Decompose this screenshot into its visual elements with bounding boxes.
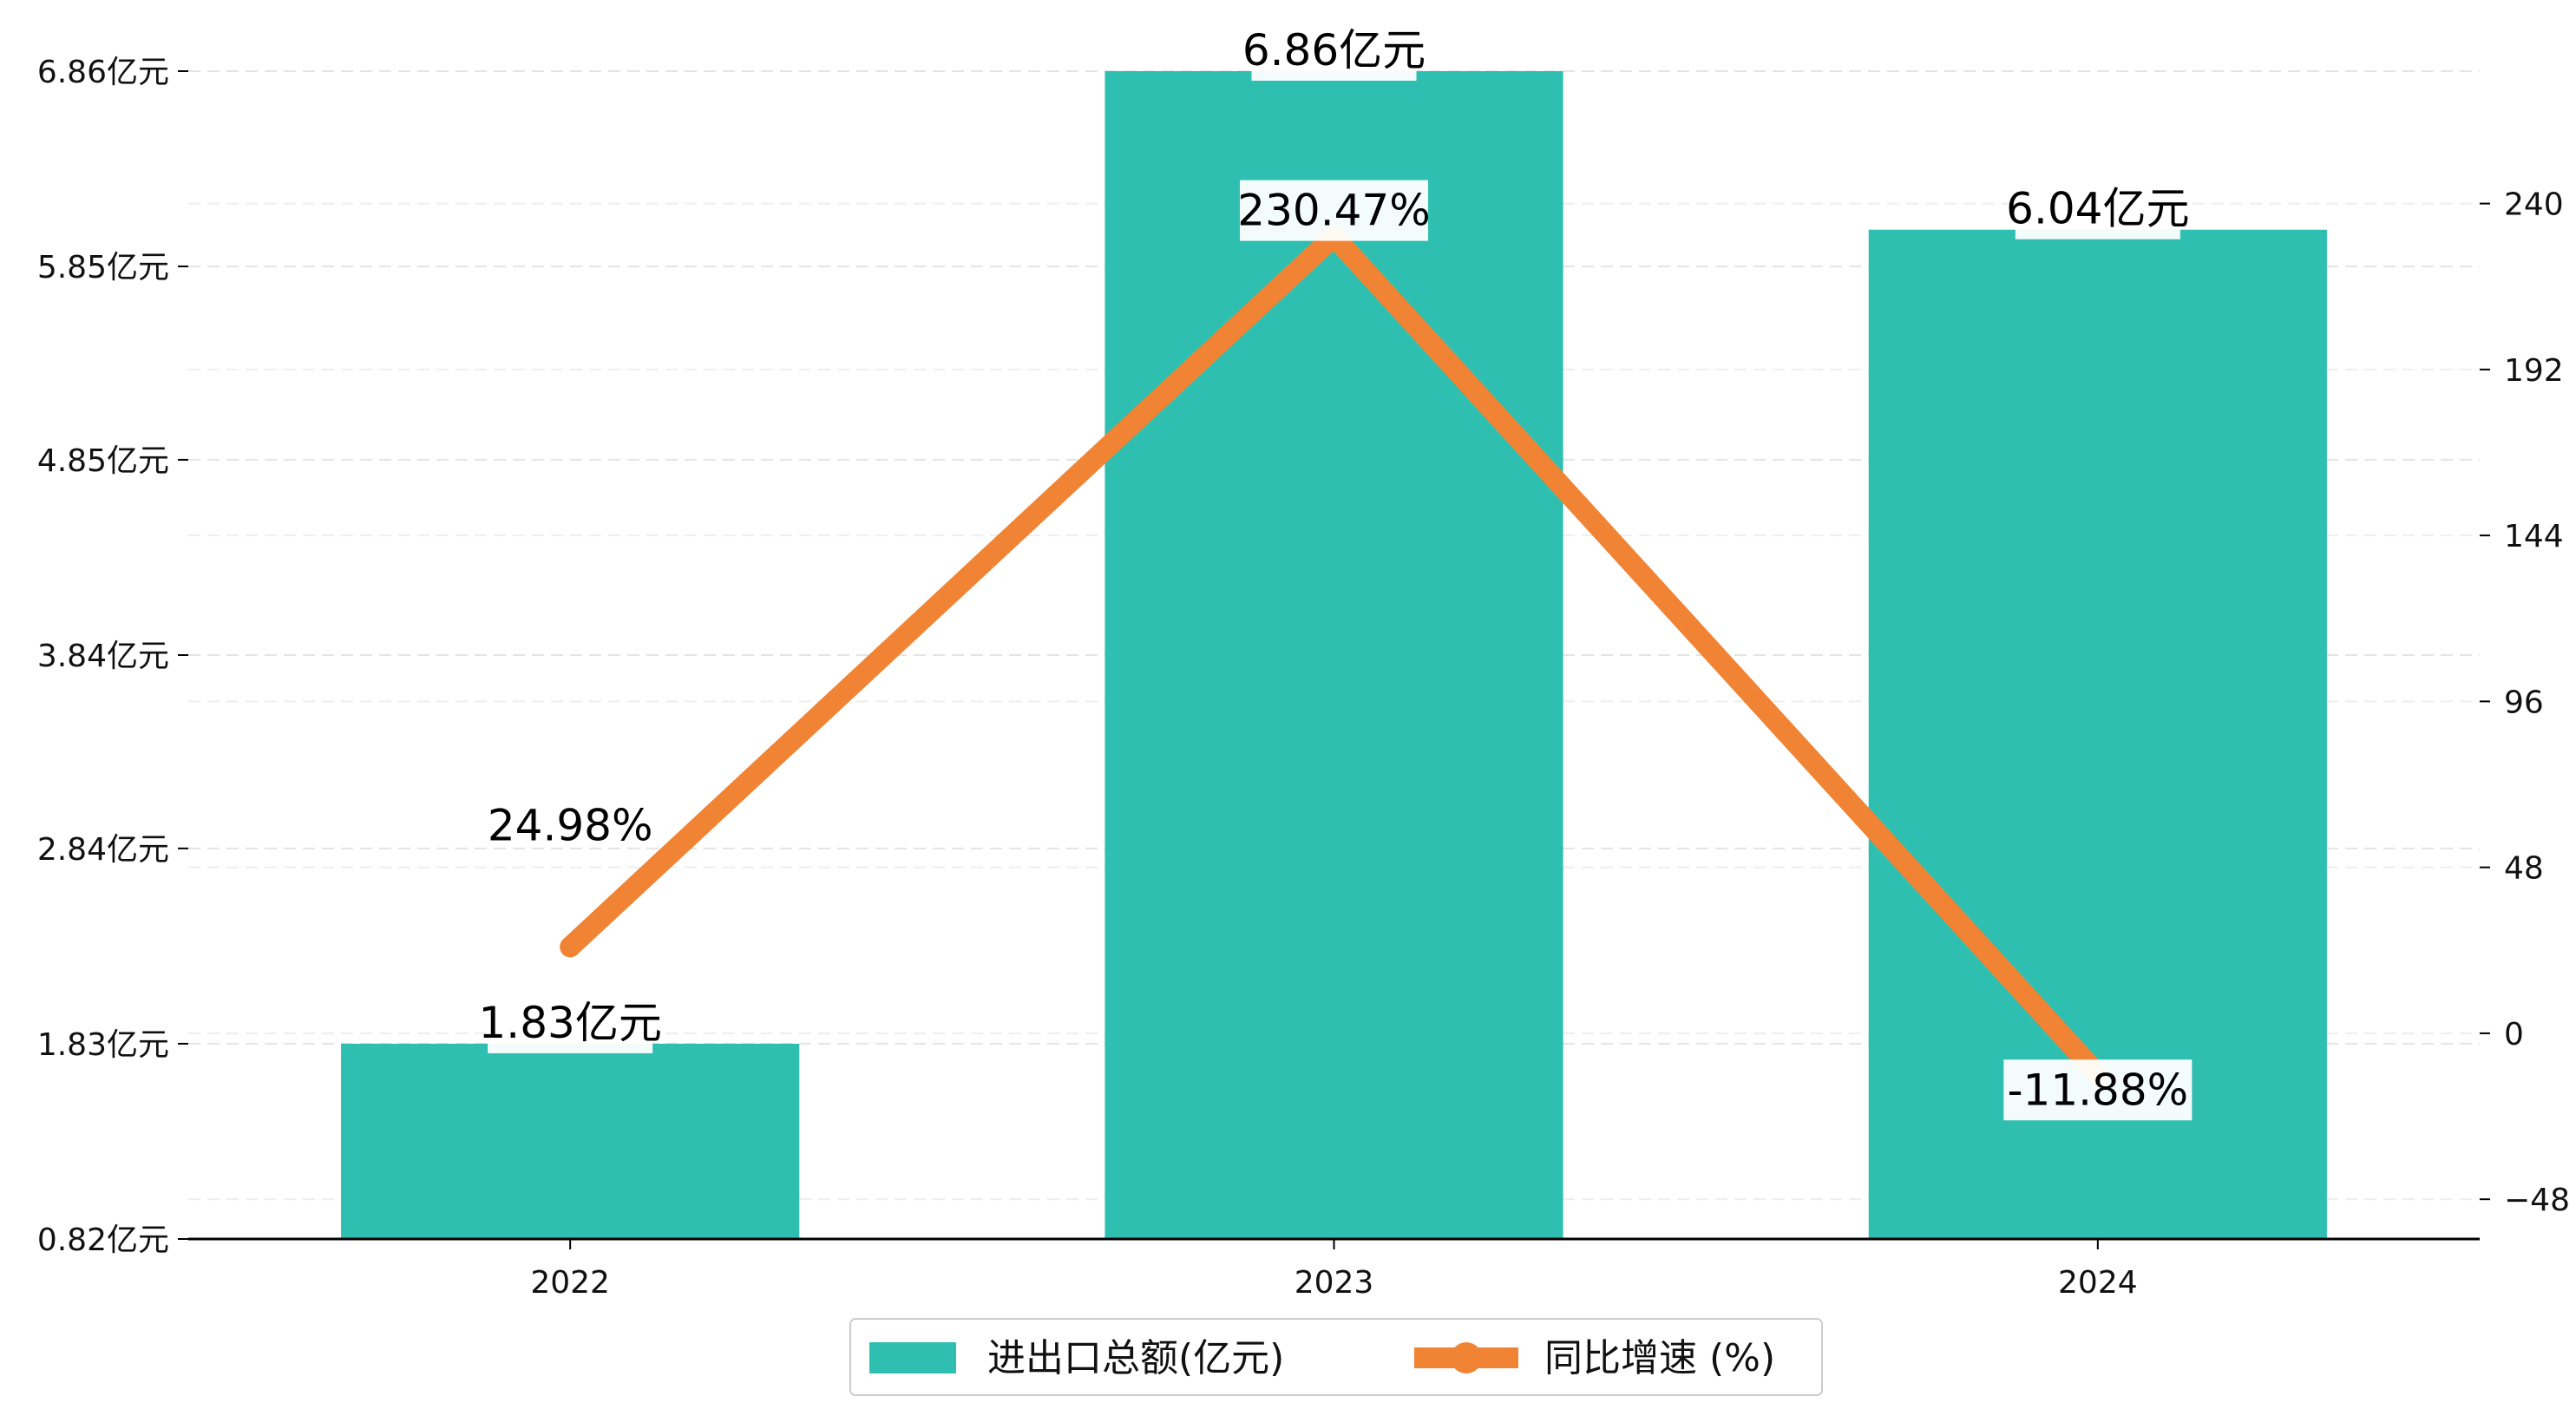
- axes: 2022 2023 2024 0.82亿元 1.83亿元 2.84亿元 3.84亿元 4.85…: [37, 55, 2570, 1301]
- bar-2023: [1104, 71, 1563, 1239]
- y-right-tick-label: 240: [2504, 187, 2564, 223]
- y-left-tick-label: 0.82亿元: [37, 1223, 169, 1258]
- y-left-tick-label: 5.85亿元: [37, 250, 169, 285]
- line-label-2023-box: [1240, 180, 1428, 241]
- line-label-2023-text: 230.47%: [1237, 186, 1430, 236]
- y-right-tick-label: 0: [2504, 1017, 2524, 1052]
- bar-series: [341, 71, 2327, 1239]
- bar-label-2022: 1.83亿元: [479, 992, 662, 1053]
- legend: 进出口总额(亿元) 同比增速 (%): [849, 1318, 1823, 1396]
- legend-label-bar: 进出口总额(亿元): [987, 1336, 1284, 1380]
- bar-label-2024-text: 6.04亿元: [2006, 184, 2189, 234]
- line-label-2024: -11.88%: [2003, 1059, 2193, 1121]
- y-right-tick-label: 144: [2504, 519, 2564, 554]
- bar-label-2023: 6.86亿元: [1242, 20, 1426, 81]
- x-tick-label: 2022: [530, 1265, 610, 1301]
- y-right-tick-label: 96: [2504, 685, 2544, 720]
- line-label-2024-box: [2003, 1059, 2193, 1121]
- bar-label-2022-text: 1.83亿元: [479, 998, 662, 1048]
- y-left-tick-label: 4.85亿元: [37, 443, 169, 479]
- y-right-tick-label: 48: [2504, 851, 2544, 887]
- y-left-tick-label: 6.86亿元: [37, 55, 169, 90]
- bar-2022: [341, 1043, 800, 1239]
- line-point-2022: [560, 936, 581, 958]
- bar-label-2022-box: [488, 992, 653, 1053]
- y-left-tick-label: 3.84亿元: [37, 639, 169, 674]
- y-left-tick-label: 1.83亿元: [37, 1027, 169, 1063]
- x-tick-label: 2024: [2058, 1265, 2138, 1301]
- x-tick-label: 2023: [1295, 1265, 1374, 1301]
- line-label-2022-text: 24.98%: [488, 800, 653, 850]
- bar-label-2023-box: [1251, 20, 1417, 81]
- y-right-tick-label: 192: [2504, 353, 2564, 389]
- y-right-tick-label: −48: [2504, 1183, 2570, 1218]
- bar-label-2024: 6.04亿元: [2006, 178, 2189, 239]
- y-left-tick-label: 2.84亿元: [37, 832, 169, 868]
- legend-swatch-marker: [1451, 1342, 1482, 1373]
- legend-label-line: 同比增速 (%): [1544, 1336, 1775, 1380]
- line-label-2022: 24.98%: [488, 800, 653, 850]
- data-labels: 1.83亿元 6.86亿元 6.04亿元 24.98% 230.47% -11.88%: [479, 20, 2193, 1121]
- line-label-2023: 230.47%: [1237, 180, 1431, 241]
- legend-frame: [849, 1318, 1823, 1396]
- line-label-2024-text: -11.88%: [2007, 1065, 2188, 1115]
- legend-swatch-bar: [869, 1342, 956, 1373]
- bar-label-2023-text: 6.86亿元: [1242, 25, 1426, 75]
- bar-label-2024-box: [2015, 178, 2180, 239]
